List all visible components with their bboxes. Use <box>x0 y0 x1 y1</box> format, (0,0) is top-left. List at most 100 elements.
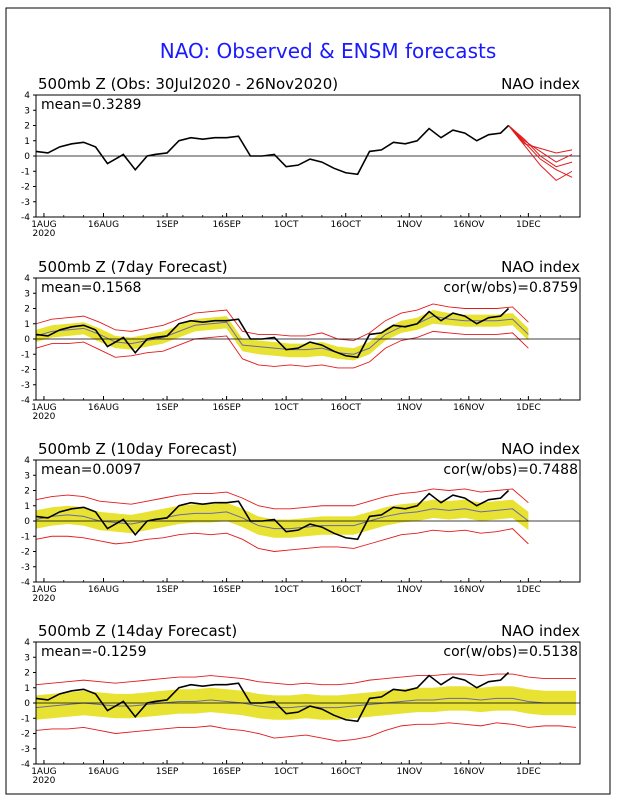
ensemble-mean-line <box>35 315 529 355</box>
envelope-lower-line <box>35 528 529 552</box>
x-tick-label: 1NOV <box>396 403 422 413</box>
y-tick-label: -1 <box>21 167 30 177</box>
x-tick-label: 1OCT <box>274 403 299 413</box>
x-tick-label: 1AUG <box>31 767 56 777</box>
y-tick-label: 0 <box>24 152 30 162</box>
x-tick-sublabel: 2020 <box>32 776 55 786</box>
x-tick-label: 1SEP <box>156 403 179 413</box>
x-tick-label: 16AUG <box>88 767 119 777</box>
ensemble-member-line-3 <box>508 125 573 182</box>
observed-line <box>35 124 510 176</box>
y-tick-label: 2 <box>24 487 30 497</box>
x-tick-label: 16AUG <box>88 585 119 595</box>
panel-3: 500mb Z (10day Forecast) NAO index -4 -3 -2 -… <box>21 440 581 604</box>
x-tick-label: 1DEC <box>516 220 541 230</box>
y-tick-label: 0 <box>24 335 30 345</box>
x-tick-label: 16AUG <box>88 403 119 413</box>
x-tick-label: 16NOV <box>453 220 485 230</box>
mean-annotation: mean=-0.1259 <box>41 644 146 660</box>
y-tick-label: 3 <box>24 289 30 299</box>
y-tick-label: -1 <box>21 350 30 360</box>
x-tick-label: 16SEP <box>212 403 241 413</box>
mean-annotation: mean=0.0097 <box>41 462 141 478</box>
x-tick-sublabel: 2020 <box>32 412 55 422</box>
y-tick-label: 4 <box>24 456 30 466</box>
x-tick-label: 1SEP <box>156 585 179 595</box>
y-tick-label: 3 <box>24 471 30 481</box>
ensemble-member-line-4 <box>508 125 573 154</box>
x-tick-label: 1AUG <box>31 403 56 413</box>
figure-border <box>5 7 611 795</box>
correlation-annotation: cor(w/obs)=0.5138 <box>443 644 578 660</box>
x-tick-label: 1AUG <box>31 585 56 595</box>
panel-index-label: NAO index <box>501 622 580 640</box>
y-tick-label: 1 <box>24 684 30 694</box>
y-tick-label: 1 <box>24 502 30 512</box>
envelope-upper-line <box>35 303 529 341</box>
y-tick-label: -3 <box>21 381 30 391</box>
envelope-lower-line <box>35 722 577 742</box>
y-tick-label: 1 <box>24 137 30 147</box>
observed-line <box>35 671 510 723</box>
y-tick-label: -2 <box>21 366 30 376</box>
observed-line <box>35 307 510 359</box>
y-tick-label: 4 <box>24 638 30 648</box>
x-tick-label: 16SEP <box>212 767 241 777</box>
x-tick-label: 1NOV <box>396 767 422 777</box>
correlation-annotation: cor(w/obs)=0.8759 <box>443 280 578 296</box>
y-tick-label: -1 <box>21 532 30 542</box>
envelope-lower-line <box>35 330 529 369</box>
y-tick-label: 1 <box>24 320 30 330</box>
ensemble-member-line-1 <box>508 125 573 178</box>
y-tick-label: 3 <box>24 106 30 116</box>
y-tick-label: -4 <box>21 760 30 770</box>
x-tick-label: 16OCT <box>331 585 362 595</box>
x-tick-label: 16SEP <box>212 220 241 230</box>
y-tick-label: 2 <box>24 122 30 132</box>
ensemble-member-line-2 <box>508 125 573 163</box>
y-tick-label: -2 <box>21 730 30 740</box>
x-tick-label: 16OCT <box>331 220 362 230</box>
x-tick-label: 1NOV <box>396 220 422 230</box>
x-tick-label: 1OCT <box>274 767 299 777</box>
x-tick-label: 16NOV <box>453 403 485 413</box>
y-tick-label: -3 <box>21 563 30 573</box>
y-tick-label: -1 <box>21 714 30 724</box>
x-tick-label: 16AUG <box>88 220 119 230</box>
y-tick-label: 2 <box>24 305 30 315</box>
y-tick-label: -4 <box>21 213 30 223</box>
x-tick-label: 1DEC <box>516 767 541 777</box>
panel-1: 500mb Z (Obs: 30Jul2020 - 26Nov2020) NAO … <box>21 75 581 239</box>
x-tick-label: 1SEP <box>156 767 179 777</box>
panel-title: 500mb Z (10day Forecast) <box>38 440 237 458</box>
x-tick-label: 1OCT <box>274 585 299 595</box>
y-tick-label: 2 <box>24 669 30 679</box>
x-tick-label: 16OCT <box>331 403 362 413</box>
x-tick-label: 16NOV <box>453 767 485 777</box>
ensemble-member-line-5 <box>508 125 573 168</box>
panel-4: 500mb Z (14day Forecast) NAO index -4 -3 -2 -… <box>21 622 581 786</box>
y-tick-label: -3 <box>21 745 30 755</box>
x-tick-label: 1SEP <box>156 220 179 230</box>
figure-title: NAO: Observed & ENSM forecasts <box>160 39 497 63</box>
x-tick-label: 1AUG <box>31 220 56 230</box>
observed-line <box>35 489 510 541</box>
x-tick-label: 1OCT <box>274 220 299 230</box>
y-tick-label: 0 <box>24 699 30 709</box>
x-tick-label: 16OCT <box>331 767 362 777</box>
y-tick-label: 4 <box>24 91 30 101</box>
y-tick-label: -3 <box>21 198 30 208</box>
panel-2: 500mb Z (7day Forecast) NAO index -4 -3 -2 -1… <box>21 258 581 422</box>
panel-title: 500mb Z (7day Forecast) <box>38 258 228 276</box>
x-tick-sublabel: 2020 <box>32 594 55 604</box>
panel-index-label: NAO index <box>501 258 580 276</box>
envelope-upper-line <box>35 673 577 686</box>
panel-title: 500mb Z (Obs: 30Jul2020 - 26Nov2020) <box>38 75 338 93</box>
x-tick-label: 1DEC <box>516 585 541 595</box>
x-tick-label: 16NOV <box>453 585 485 595</box>
panel-index-label: NAO index <box>501 440 580 458</box>
correlation-annotation: cor(w/obs)=0.7488 <box>443 462 578 478</box>
panel-title: 500mb Z (14day Forecast) <box>38 622 237 640</box>
y-tick-label: -2 <box>21 183 30 193</box>
